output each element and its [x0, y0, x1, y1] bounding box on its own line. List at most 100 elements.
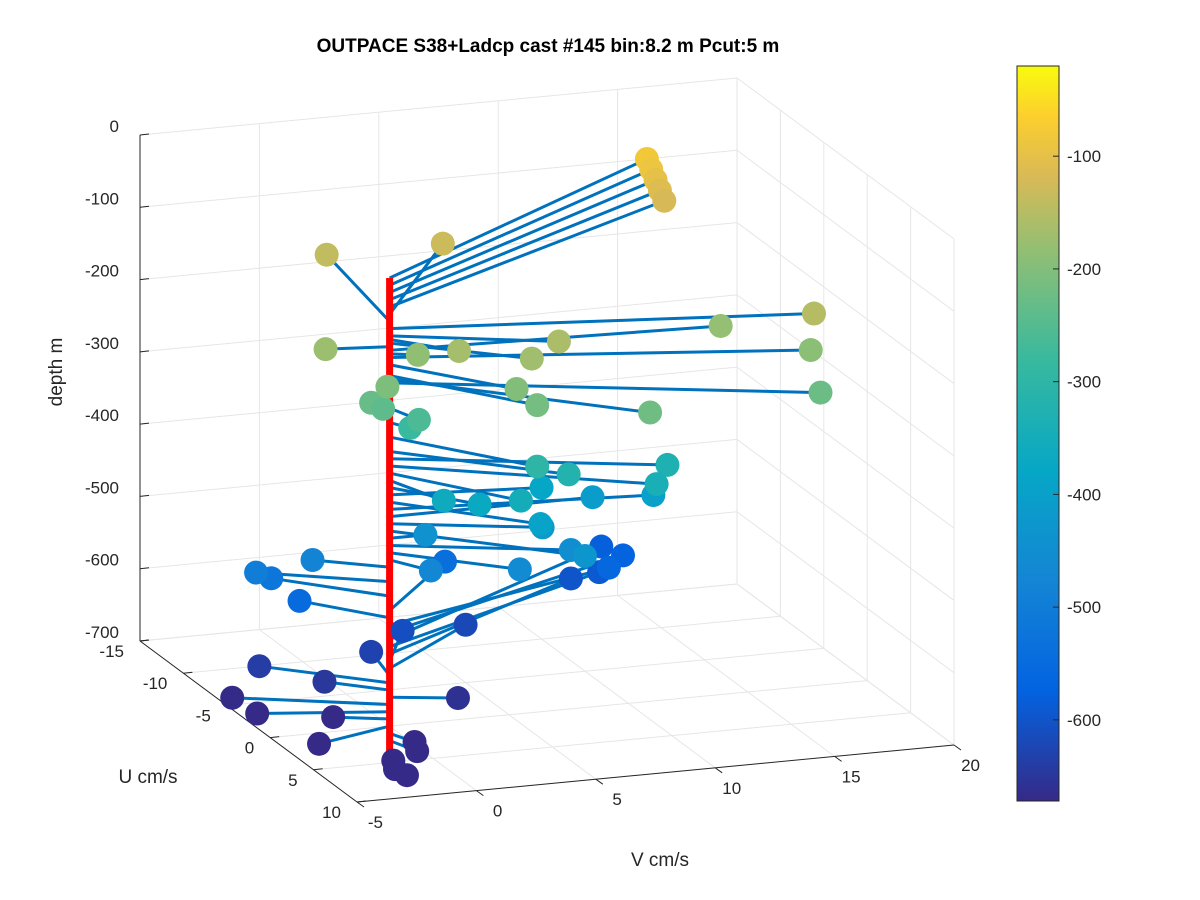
z-tick-mark	[139, 422, 150, 425]
y-tick-label: -10	[143, 674, 168, 693]
grid-line	[736, 439, 955, 601]
data-point	[312, 669, 337, 694]
grid-line	[226, 647, 824, 706]
grid-line	[139, 366, 738, 425]
data-point	[307, 731, 332, 756]
stick-vector	[389, 577, 572, 656]
stick-vector	[299, 599, 390, 620]
y-tick-label: 5	[288, 771, 297, 790]
data-point	[556, 462, 581, 487]
data-point	[558, 566, 583, 591]
z-tick-mark	[139, 133, 150, 136]
data-point	[596, 555, 621, 580]
data-point	[244, 560, 269, 585]
grid-line	[139, 77, 738, 136]
x-tick-label: 20	[961, 756, 980, 775]
data-point	[572, 543, 597, 568]
z-tick-label: 0	[110, 117, 119, 136]
colorbar-tick-label: -400	[1067, 485, 1101, 504]
x-tick-label: 15	[842, 767, 861, 786]
z-tick-label: -400	[85, 406, 119, 425]
colorbar-tick-label: -100	[1067, 147, 1101, 166]
data-point	[245, 701, 270, 726]
data-point	[508, 488, 533, 513]
stick-vector	[271, 576, 390, 598]
x-tick-mark	[595, 778, 604, 785]
x-tick-mark	[714, 767, 723, 774]
y-tick-label: 0	[245, 739, 254, 758]
grid-line	[736, 222, 955, 384]
stick-vector	[388, 157, 648, 280]
grid-line	[736, 294, 955, 457]
y-tick-label: -5	[196, 706, 211, 725]
data-point	[405, 342, 430, 367]
data-point	[413, 522, 438, 547]
data-point	[445, 686, 470, 711]
stick-vector	[389, 312, 815, 331]
stick-vector	[318, 724, 390, 746]
data-point	[375, 374, 400, 399]
data-points	[220, 146, 833, 788]
z-tick-label: -100	[85, 189, 119, 208]
stick-vector	[388, 168, 652, 287]
x-tick-label: 5	[612, 790, 621, 809]
y-tick-label: 10	[322, 803, 341, 822]
y-tick-mark	[183, 671, 193, 674]
data-point	[453, 612, 478, 637]
data-point	[802, 301, 826, 326]
data-point	[638, 400, 663, 425]
stick-vector	[312, 558, 390, 569]
grid-line	[139, 294, 738, 353]
colorbar-bar	[1016, 65, 1060, 802]
chart-title: OUTPACE S38+Ladcp cast #145 bin:8.2 m Pc…	[317, 36, 780, 57]
data-point	[580, 485, 605, 510]
colorbar-tick-label: -500	[1067, 598, 1101, 617]
data-point	[519, 346, 544, 371]
data-point	[655, 452, 680, 477]
data-point	[525, 454, 550, 479]
data-point	[418, 558, 443, 583]
grid-line	[497, 606, 716, 769]
grid-line	[270, 680, 868, 739]
data-point	[321, 705, 346, 730]
z-tick-mark	[139, 278, 150, 281]
y-tick-label: -15	[99, 642, 124, 661]
x-tick-label: 0	[493, 802, 502, 821]
grid-line	[259, 629, 477, 792]
colorbar-tick-label: -200	[1067, 260, 1101, 279]
colorbar: -100 -200 -300 -400 -500 -600	[1016, 65, 1101, 802]
x-tick-mark	[953, 744, 962, 751]
z-tick-label: -500	[85, 478, 119, 497]
data-point	[644, 472, 669, 497]
z-tick-mark	[139, 567, 150, 570]
colorbar-tick-label: -300	[1067, 373, 1101, 392]
stick-vector	[389, 464, 657, 486]
grid-line	[736, 583, 955, 746]
x-tick-label: 10	[722, 779, 741, 798]
grid-line	[617, 594, 835, 757]
data-point	[467, 492, 492, 517]
grid-line	[183, 615, 781, 674]
data-point	[708, 313, 733, 338]
stick-vector	[325, 253, 391, 323]
data-point	[314, 242, 339, 267]
z-tick-mark	[139, 205, 150, 208]
x-axis-label: V cm/s	[631, 850, 689, 871]
z-tick-mark	[139, 350, 150, 353]
data-point	[798, 338, 823, 363]
grid-line	[736, 77, 955, 240]
stick-vector	[389, 500, 541, 526]
stick-vector	[388, 545, 602, 641]
data-point	[431, 488, 456, 513]
grid-line	[736, 149, 955, 312]
y-tick-mark	[356, 800, 367, 803]
grid-line	[378, 617, 597, 780]
grid-line	[736, 366, 955, 529]
data-point	[525, 393, 550, 418]
tick-labels: -5 0 5 10 15 20 -15 -10 -5 0 5 10 0 -100 -200 -300 -400 -…	[85, 117, 980, 832]
stick-vector	[389, 199, 665, 309]
data-point	[430, 231, 455, 256]
x-tick-mark	[834, 755, 842, 762]
z-tick-label: -200	[85, 262, 119, 281]
stick-vector	[389, 178, 657, 294]
